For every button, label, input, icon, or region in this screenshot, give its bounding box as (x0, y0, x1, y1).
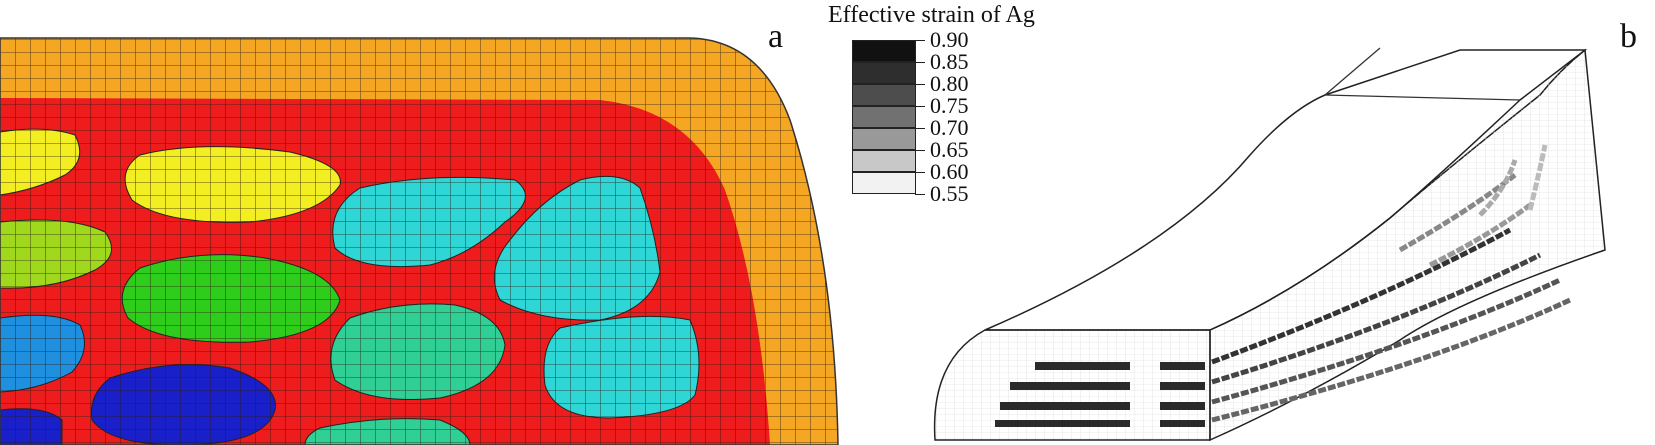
side-strain-bands (1211, 144, 1572, 423)
legend-tick (915, 62, 925, 63)
legend-swatch (852, 40, 916, 62)
legend-value: 0.60 (930, 159, 969, 184)
legend-tick (915, 172, 925, 173)
legend-swatch (852, 106, 916, 128)
legend-swatch (852, 84, 916, 106)
legend-tick (915, 40, 925, 41)
legend-value: 0.65 (930, 137, 969, 162)
panel-label-b: b (1620, 18, 1637, 55)
legend-value: 0.55 (930, 181, 969, 206)
legend-value: 0.75 (930, 93, 969, 118)
legend-swatch (852, 62, 916, 84)
legend-value: 0.85 (930, 49, 969, 74)
legend: 0.90 0.85 0.80 0.75 0.70 0.65 0.60 0.55 (852, 29, 972, 210)
legend-value: 0.80 (930, 71, 969, 96)
panel-label-a: a (768, 18, 784, 55)
legend-tick (915, 84, 925, 85)
legend-swatch (852, 128, 916, 150)
legend-swatch (852, 172, 916, 194)
legend-tick (915, 194, 925, 195)
legend-value: 0.70 (930, 115, 969, 140)
legend-tick (915, 106, 925, 107)
front-strain-bands (995, 362, 1205, 427)
legend-tick (915, 128, 925, 129)
legend-tick (915, 150, 925, 151)
legend-swatch (852, 150, 916, 172)
legend-title: Effective strain of Ag (828, 2, 1035, 28)
side-surface (1209, 48, 1606, 442)
legend-value: 0.90 (930, 27, 969, 52)
